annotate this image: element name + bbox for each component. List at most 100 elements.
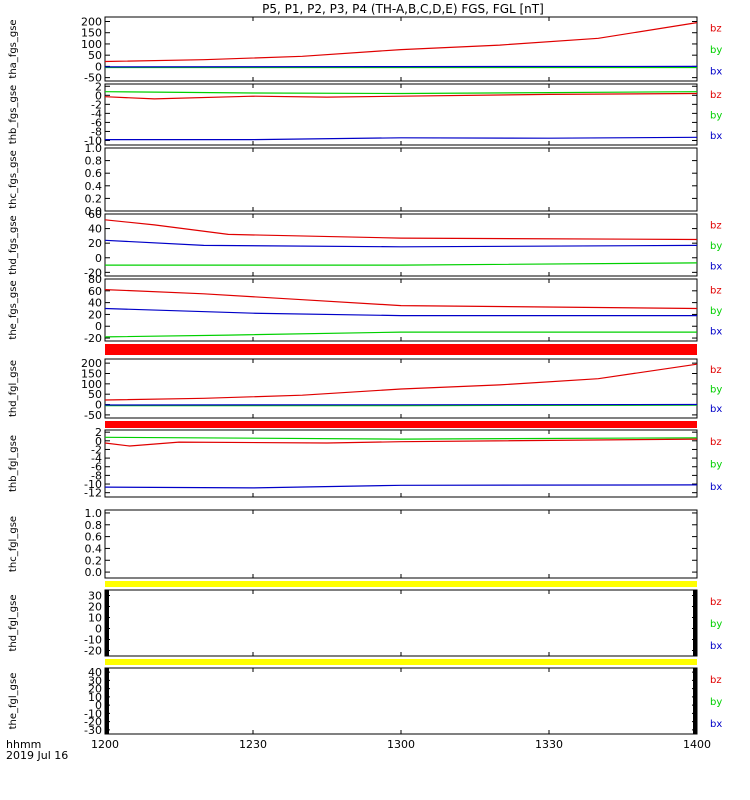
legend-bx: bx: [710, 262, 722, 273]
y-tick-label: -6: [91, 461, 102, 474]
y-tick-label: 20: [88, 237, 102, 250]
series-by-line: [104, 436, 698, 440]
legend-by: by: [710, 306, 722, 317]
y-axis-label: tha_fgs_gse: [8, 19, 19, 78]
y-tick-label: 0: [95, 89, 102, 102]
series-bx-line: [104, 307, 697, 317]
series-bx-line: [104, 484, 698, 489]
panel-frame: [104, 667, 698, 735]
y-axis-label: thb_fgs_gse: [8, 85, 19, 144]
y-axis-label: thb_fgl_gse: [8, 435, 19, 492]
legend-by: by: [710, 241, 722, 252]
legend-bz: bz: [710, 285, 722, 296]
y-tick-label: 0.2: [85, 192, 103, 205]
legend-bz: bz: [710, 675, 722, 686]
legend-bz: bz: [710, 24, 722, 35]
y-tick-label: 0: [95, 320, 102, 333]
series-by-line: [105, 262, 698, 266]
y-tick-label: 2: [95, 80, 102, 93]
series-bz-line: [104, 438, 698, 447]
panel-thc_fgs_gse: 0.00.20.40.60.81.0 thc_fgs_gse: [8, 142, 698, 218]
flag-bar: [105, 349, 697, 355]
panel-edge-fill: [693, 590, 697, 656]
y-tick-label: 0: [95, 60, 102, 73]
flag-bar: [105, 581, 697, 587]
legend-by: by: [710, 385, 722, 396]
legend-bz: bz: [710, 220, 722, 231]
y-tick-label: -2: [91, 98, 102, 111]
y-tick-label: -6: [91, 116, 102, 129]
series-bz-line: [104, 22, 698, 63]
y-tick-label: -8: [91, 469, 102, 482]
legend-bx: bx: [710, 131, 722, 142]
y-tick-label: 20: [88, 308, 102, 321]
y-tick-label: 60: [88, 208, 102, 221]
y-tick-label: 0.0: [85, 566, 103, 579]
y-axis-label: thc_fgl_gse: [8, 516, 19, 572]
y-tick-label: 60: [88, 285, 102, 298]
y-tick-label: 1.0: [85, 142, 103, 155]
y-tick-label: 0.4: [85, 542, 103, 555]
y-tick-label: 40: [88, 297, 102, 310]
y-tick-label: -12: [84, 487, 102, 500]
legend-bz: bz: [710, 437, 722, 448]
series-bx-line: [105, 136, 698, 141]
y-axis-label: thc_fgs_gse: [8, 150, 19, 209]
legend-bz: bz: [710, 365, 722, 376]
y-tick-label: -20: [84, 716, 102, 729]
series-bz-line: [104, 219, 698, 241]
panel-edge-fill: [105, 590, 109, 656]
series-bx-line: [104, 65, 698, 68]
x-tick-label: 1400: [683, 738, 711, 751]
flag-bar: [105, 344, 697, 349]
y-tick-label: 200: [81, 357, 102, 370]
y-tick-label: 150: [81, 367, 102, 380]
y-tick-label: 2: [95, 426, 102, 439]
panel-frame: [104, 589, 698, 657]
legend-bx: bx: [710, 404, 722, 415]
y-tick-label: 0.6: [85, 531, 103, 544]
legend-bx: bx: [710, 641, 722, 652]
y-tick-label: 40: [88, 666, 102, 679]
flag-bar: [105, 659, 697, 665]
legend-bz: bz: [710, 90, 722, 101]
legend-by: by: [710, 111, 722, 122]
legend-by: by: [710, 460, 722, 471]
y-tick-label: -50: [84, 409, 102, 422]
y-tick-label: 0: [95, 252, 102, 265]
series-by-line: [104, 331, 697, 338]
y-tick-label: 50: [88, 49, 102, 62]
legend-bx: bx: [710, 327, 722, 338]
y-tick-label: 20: [88, 601, 102, 614]
y-tick-label: -8: [91, 125, 102, 138]
panel-thb_fgl_gse: -12-10-8-6-4-202 thb_fgl_gse bz by bx: [8, 426, 722, 500]
y-tick-label: 20: [88, 683, 102, 696]
legend-bx: bx: [710, 719, 722, 730]
y-tick-label: 40: [88, 223, 102, 236]
y-tick-label: 10: [88, 612, 102, 625]
y-tick-label: -50: [84, 72, 102, 85]
y-tick-label: -10: [84, 634, 102, 647]
flag-bar: [105, 421, 697, 428]
y-tick-label: 100: [81, 38, 102, 51]
y-tick-label: 80: [88, 273, 102, 286]
panel-frame: [104, 147, 698, 212]
y-tick-label: 100: [81, 378, 102, 391]
legend-by: by: [710, 619, 722, 630]
y-tick-label: 30: [88, 590, 102, 603]
y-tick-label: 200: [81, 15, 102, 28]
y-tick-label: -20: [84, 332, 102, 345]
y-tick-label: 0.0: [85, 205, 103, 218]
panel-thb_fgs_gse: -10-8-6-4-202 thb_fgs_gse bz by bx: [8, 80, 722, 147]
panel-thc_fgl_gse: 0.00.20.40.60.81.0 thc_fgl_gse: [8, 507, 698, 579]
y-axis-label: thd_fgs_gse: [8, 215, 19, 274]
flag-bars: [105, 344, 697, 665]
x-tick-label: 1200: [91, 738, 119, 751]
y-tick-label: -4: [91, 107, 102, 120]
y-axis-label: the_fgl_gse: [8, 673, 19, 730]
